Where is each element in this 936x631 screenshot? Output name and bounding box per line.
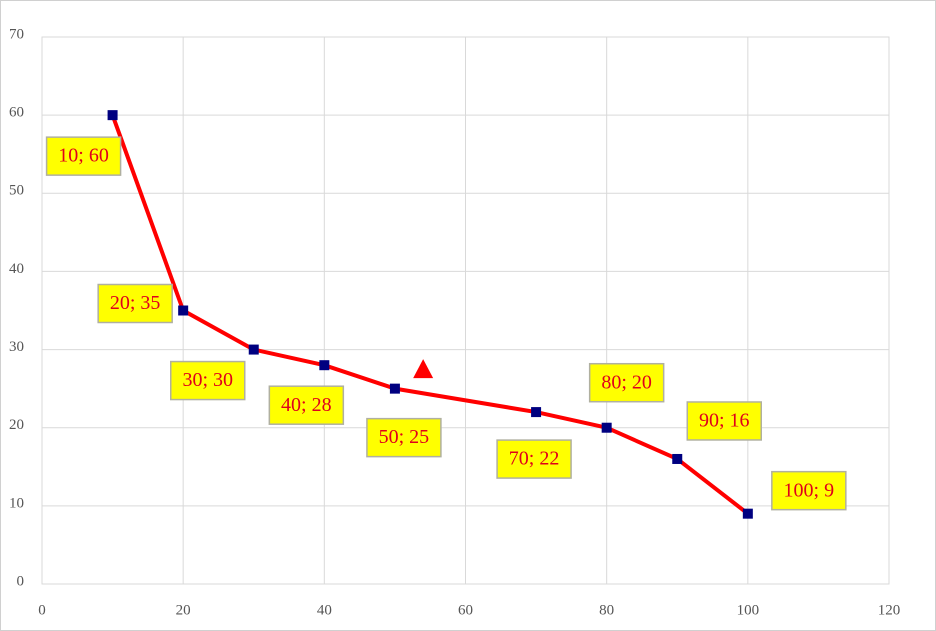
data-label-box xyxy=(170,360,246,401)
data-label: 70; 22 xyxy=(509,448,560,470)
x-tick-label: 20 xyxy=(176,602,191,618)
data-label-box xyxy=(686,401,762,441)
x-tick-label: 120 xyxy=(878,602,901,618)
x-tick-label: 0 xyxy=(38,602,46,618)
data-label: 10; 60 xyxy=(58,145,109,167)
point-marker xyxy=(601,422,612,433)
y-tick-label: 10 xyxy=(9,495,24,511)
data-label-box xyxy=(771,470,847,511)
point-marker xyxy=(531,407,542,418)
data-label-box xyxy=(366,417,442,458)
data-label: 40; 28 xyxy=(281,394,332,416)
x-tick-label: 60 xyxy=(458,602,473,618)
data-label: 100; 9 xyxy=(784,479,835,501)
data-label-box xyxy=(97,283,173,324)
data-label-box xyxy=(588,362,665,403)
y-tick-label: 30 xyxy=(9,339,24,355)
point-marker xyxy=(319,360,330,371)
data-label-box xyxy=(45,136,122,176)
data-label-box xyxy=(268,385,345,425)
y-tick-label: 60 xyxy=(9,105,24,121)
triangle-marker xyxy=(413,359,434,379)
data-label: 20; 35 xyxy=(110,292,161,314)
data-label-box xyxy=(496,439,572,479)
x-tick-label: 100 xyxy=(737,602,760,618)
point-marker xyxy=(742,508,753,519)
plot-area xyxy=(41,36,890,585)
data-label: 30; 30 xyxy=(182,369,233,391)
data-label: 80; 20 xyxy=(601,371,652,393)
y-tick-label: 70 xyxy=(9,26,24,42)
y-tick-label: 50 xyxy=(9,183,24,199)
data-label: 90; 16 xyxy=(699,410,750,432)
y-tick-label: 40 xyxy=(9,261,24,277)
x-tick-label: 40 xyxy=(317,602,332,618)
point-marker xyxy=(107,110,118,121)
point-marker xyxy=(178,305,189,316)
point-marker xyxy=(672,453,683,464)
point-marker xyxy=(389,383,400,394)
y-tick-label: 0 xyxy=(17,573,25,589)
point-marker xyxy=(248,344,259,355)
y-tick-label: 20 xyxy=(9,417,24,433)
data-label: 50; 25 xyxy=(379,426,430,448)
x-tick-label: 80 xyxy=(599,602,614,618)
